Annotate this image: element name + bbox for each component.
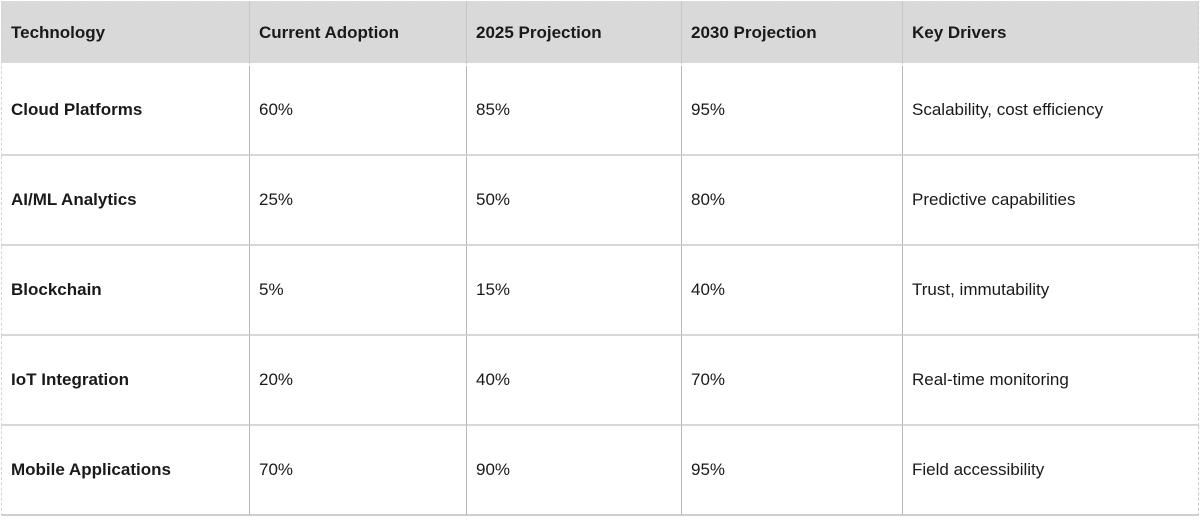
cell-key-drivers: Predictive capabilities (903, 156, 1199, 246)
cell-2025-projection: 40% (467, 336, 682, 426)
cell-current-adoption: 5% (250, 246, 467, 336)
cell-technology: Cloud Platforms (1, 66, 250, 156)
cell-technology: IoT Integration (1, 336, 250, 426)
column-header-2025-projection: 2025 Projection (467, 1, 682, 66)
cell-2025-projection: 50% (467, 156, 682, 246)
cell-2030-projection: 40% (682, 246, 903, 336)
cell-current-adoption: 25% (250, 156, 467, 246)
column-header-2030-projection: 2030 Projection (682, 1, 903, 66)
table-row: Blockchain 5% 15% 40% Trust, immutabilit… (1, 246, 1199, 336)
cell-key-drivers: Real-time monitoring (903, 336, 1199, 426)
cell-key-drivers: Field accessibility (903, 426, 1199, 516)
header-row: Technology Current Adoption 2025 Project… (1, 1, 1199, 66)
cell-key-drivers: Trust, immutability (903, 246, 1199, 336)
column-header-key-drivers: Key Drivers (903, 1, 1199, 66)
table-row: Mobile Applications 70% 90% 95% Field ac… (1, 426, 1199, 516)
table-row: Cloud Platforms 60% 85% 95% Scalability,… (1, 66, 1199, 156)
cell-current-adoption: 70% (250, 426, 467, 516)
cell-2030-projection: 70% (682, 336, 903, 426)
cell-2025-projection: 90% (467, 426, 682, 516)
cell-current-adoption: 60% (250, 66, 467, 156)
cell-2030-projection: 95% (682, 426, 903, 516)
cell-2025-projection: 85% (467, 66, 682, 156)
cell-technology: Blockchain (1, 246, 250, 336)
table-row: AI/ML Analytics 25% 50% 80% Predictive c… (1, 156, 1199, 246)
cell-key-drivers: Scalability, cost efficiency (903, 66, 1199, 156)
cell-2030-projection: 95% (682, 66, 903, 156)
cell-current-adoption: 20% (250, 336, 467, 426)
cell-technology: Mobile Applications (1, 426, 250, 516)
column-header-current-adoption: Current Adoption (250, 1, 467, 66)
cell-technology: AI/ML Analytics (1, 156, 250, 246)
column-header-technology: Technology (1, 1, 250, 66)
cell-2030-projection: 80% (682, 156, 903, 246)
table-row: IoT Integration 20% 40% 70% Real-time mo… (1, 336, 1199, 426)
cell-2025-projection: 15% (467, 246, 682, 336)
